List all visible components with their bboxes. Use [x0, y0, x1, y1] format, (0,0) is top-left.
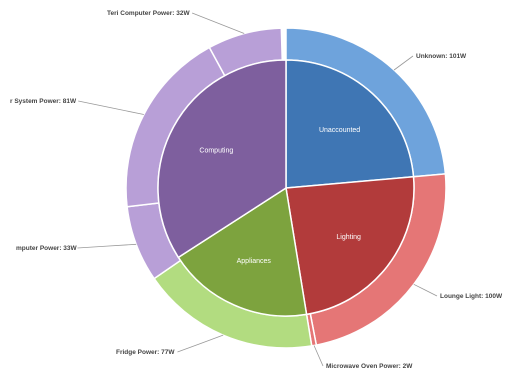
outer-label-microwave-oven-power-2w: Microwave Oven Power: 2W — [326, 363, 413, 370]
outer-label-fridge-power-77w: Fridge Power: 77W — [116, 349, 175, 356]
leader-line — [77, 243, 137, 249]
inner-label-unaccounted: Unaccounted — [319, 127, 360, 134]
leader-line — [313, 345, 324, 367]
inner-label-computing: Computing — [199, 148, 233, 155]
outer-label-lounge-light-100w: Lounge Light: 100W — [440, 293, 503, 300]
outer-label-unknown-101w: Unknown: 101W — [416, 53, 467, 60]
inner-label-lighting: Lighting — [336, 234, 361, 241]
inner-label-appliances: Appliances — [237, 258, 272, 265]
leader-line — [191, 12, 245, 34]
outer-label-teri-computer-power-32w: Teri Computer Power: 32W — [107, 10, 190, 17]
inner-slice-unaccounted[interactable] — [285, 59, 415, 189]
leader-line — [413, 283, 438, 297]
leader-line — [393, 55, 414, 71]
outer-label-mputer-power-33w: mputer Power: 33W — [16, 245, 78, 252]
inner-slice-computing[interactable] — [157, 59, 287, 259]
inner-slice-appliances[interactable] — [177, 186, 308, 317]
leader-line — [177, 334, 224, 353]
inner-slice-lighting[interactable] — [285, 175, 415, 316]
leader-line — [78, 100, 144, 115]
outer-label-r-system-power-81w: r System Power: 81W — [10, 98, 77, 105]
